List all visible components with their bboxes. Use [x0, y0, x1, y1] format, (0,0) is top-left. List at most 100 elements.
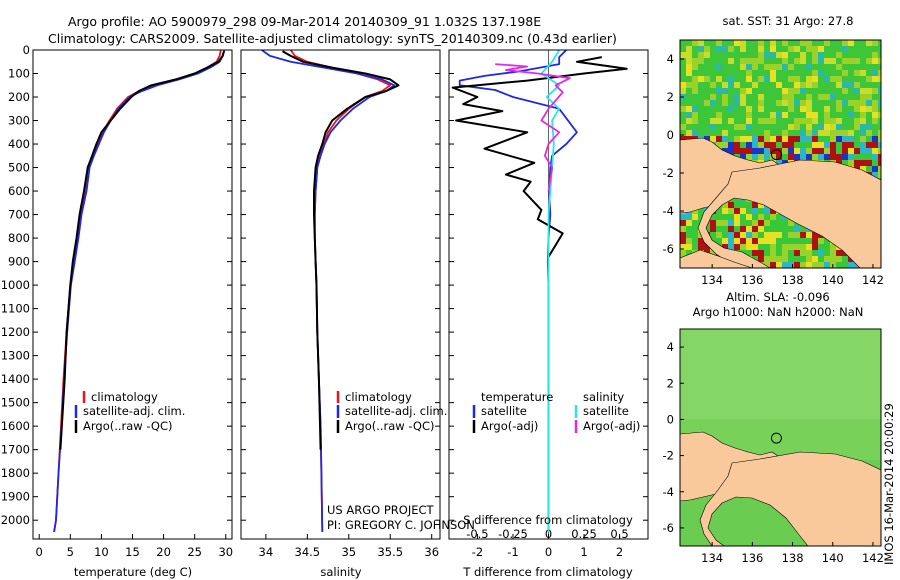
sst-cell	[728, 142, 734, 148]
sst-cell	[788, 154, 794, 160]
sst-cell	[776, 76, 782, 82]
sst-cell	[692, 40, 698, 46]
sst-cell	[842, 100, 848, 106]
sst-cell	[782, 256, 788, 262]
legend-header-temperature: temperature	[481, 390, 553, 404]
map-x-tick-label: 138	[782, 551, 804, 565]
sst-cell	[764, 76, 770, 82]
sst-cell	[878, 40, 881, 46]
sst-cell	[830, 142, 836, 148]
sla-map-axes: 134 136 138 140 142 4 2 0 -2 -4 -6	[663, 340, 884, 565]
sst-cell	[872, 58, 878, 64]
sst-cell	[842, 70, 848, 76]
salinity-panel: 34 34.5 35 35.5 36 salinity climatology sate…	[240, 49, 475, 579]
sst-cell	[842, 148, 848, 154]
sst-cell	[830, 94, 836, 100]
sst-cell	[710, 118, 716, 124]
sst-cell	[818, 58, 824, 64]
sst-cell	[800, 238, 806, 244]
sst-cell	[680, 238, 686, 244]
series-line-climatology	[289, 50, 392, 532]
sst-cell	[686, 214, 692, 220]
y-tick-label: 900	[8, 255, 30, 269]
sst-cell	[878, 166, 881, 172]
sst-cell	[704, 112, 710, 118]
sst-cell	[842, 118, 848, 124]
sst-cell	[836, 124, 842, 130]
series-line-climatology	[53, 50, 222, 533]
sst-cell	[782, 250, 788, 256]
y-tick-label: 400	[8, 137, 30, 151]
sst-cell	[710, 106, 716, 112]
s-tick-label: -0.25	[498, 527, 528, 541]
sst-cell	[728, 226, 734, 232]
sst-cell	[836, 118, 842, 124]
sst-cell	[794, 112, 800, 118]
sst-cell	[776, 238, 782, 244]
sst-cell	[812, 100, 818, 106]
sst-cell	[722, 244, 728, 250]
sst-cell	[728, 94, 734, 100]
sst-cell	[710, 112, 716, 118]
sst-cell	[716, 118, 722, 124]
sst-cell	[842, 154, 848, 160]
sst-cell	[764, 232, 770, 238]
sst-cell	[824, 154, 830, 160]
map-y-tick-label: -4	[663, 485, 674, 499]
sst-cell	[722, 46, 728, 52]
sst-cell	[836, 112, 842, 118]
sst-cell	[764, 244, 770, 250]
sst-cell	[770, 238, 776, 244]
map-y-tick-label: 2	[667, 90, 674, 104]
sst-cell	[782, 88, 788, 94]
y-tick-label: 300	[8, 114, 30, 128]
sst-cell	[764, 82, 770, 88]
sst-cell	[848, 142, 854, 148]
sst-cell	[722, 220, 728, 226]
sst-cell	[746, 64, 752, 70]
sst-cell	[770, 250, 776, 256]
sst-cell	[794, 82, 800, 88]
sst-cell	[818, 106, 824, 112]
series-line-argo---raw--qc-	[59, 50, 225, 450]
sst-cell	[800, 100, 806, 106]
sst-cell	[746, 154, 752, 160]
sst-cell	[806, 232, 812, 238]
sst-cell	[800, 76, 806, 82]
sst-cell	[704, 100, 710, 106]
sst-cell	[764, 148, 770, 154]
sst-cell	[692, 130, 698, 136]
sst-cell	[776, 262, 782, 268]
sst-cell	[698, 130, 704, 136]
sst-cell	[824, 88, 830, 94]
sst-cell	[794, 76, 800, 82]
sst-cell	[758, 202, 764, 208]
sst-cell	[836, 256, 842, 262]
sst-cell	[734, 130, 740, 136]
sst-cell	[794, 238, 800, 244]
sst-cell	[860, 40, 866, 46]
sst-cell	[860, 112, 866, 118]
sst-cell	[686, 106, 692, 112]
sst-cell	[722, 94, 728, 100]
sst-cell	[806, 154, 812, 160]
sst-cell	[752, 136, 758, 142]
sst-cell	[728, 232, 734, 238]
sst-cell	[710, 124, 716, 130]
sst-cell	[812, 70, 818, 76]
sst-cell	[740, 106, 746, 112]
series-line-satellite-adj--clim-	[53, 50, 226, 533]
legend-label-t-argo: Argo(-adj)	[481, 419, 538, 433]
sst-cell	[800, 106, 806, 112]
sst-cell	[878, 118, 881, 124]
sst-cell	[824, 76, 830, 82]
sst-cell	[842, 124, 848, 130]
sst-cell	[752, 100, 758, 106]
sst-cell	[728, 238, 734, 244]
sst-cell	[734, 82, 740, 88]
sla-map-title-1: Altim. SLA: -0.096	[726, 290, 830, 304]
sst-cell	[866, 94, 872, 100]
sst-cell	[788, 52, 794, 58]
legend-label-s-argo: Argo(-adj)	[583, 419, 640, 433]
